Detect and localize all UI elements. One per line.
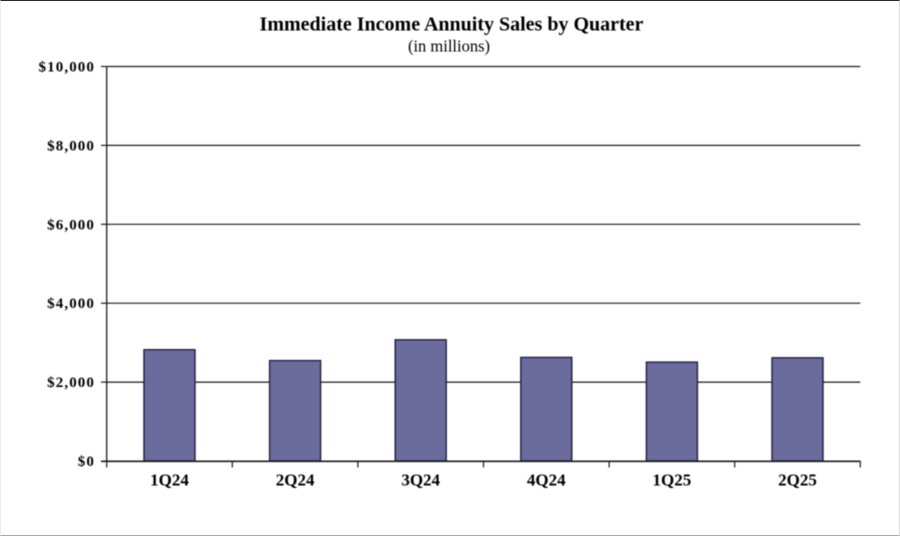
svg-text:$0: $0 (78, 454, 95, 470)
svg-text:Immediate Income Annuity Sales: Immediate Income Annuity Sales by Quarte… (260, 14, 644, 36)
svg-text:1Q24: 1Q24 (150, 471, 189, 490)
svg-text:(in millions): (in millions) (408, 37, 490, 56)
svg-text:$6,000: $6,000 (47, 217, 95, 233)
svg-text:$4,000: $4,000 (47, 296, 95, 312)
svg-text:2Q25: 2Q25 (778, 471, 817, 490)
svg-text:$8,000: $8,000 (47, 138, 95, 154)
svg-text:1Q25: 1Q25 (653, 471, 692, 490)
svg-text:$2,000: $2,000 (47, 375, 95, 391)
svg-text:3Q24: 3Q24 (401, 471, 440, 490)
svg-text:2Q24: 2Q24 (276, 471, 315, 490)
svg-text:4Q24: 4Q24 (527, 471, 566, 490)
svg-text:$10,000: $10,000 (39, 60, 95, 76)
